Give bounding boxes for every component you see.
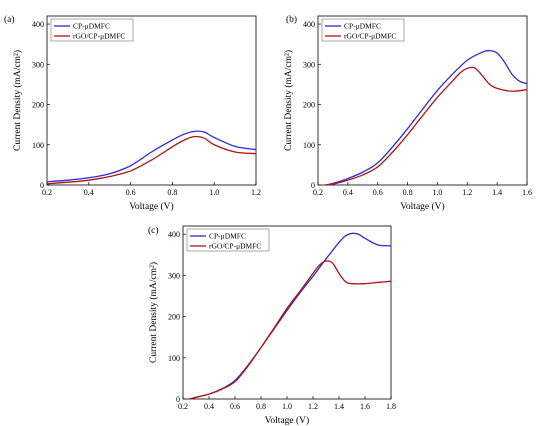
y-tick-label: 300 xyxy=(32,60,44,69)
x-tick-label: 0.4 xyxy=(343,188,353,197)
x-tick-label: 0.8 xyxy=(256,402,266,411)
y-axis-title: Current Density (mA/cm²) xyxy=(12,50,23,151)
x-tick-label: 0.8 xyxy=(403,188,413,197)
x-tick-label: 1.2 xyxy=(462,188,472,197)
y-tick-label: 200 xyxy=(168,313,180,322)
x-tick-label: 1.6 xyxy=(360,402,370,411)
panel-label: (c) xyxy=(148,225,159,236)
plot-frame xyxy=(46,15,257,186)
x-tick-label: 0.6 xyxy=(126,188,136,197)
x-tick-label: 1.0 xyxy=(432,188,442,197)
legend-label: CP-μDMFC xyxy=(209,232,246,241)
x-tick-label: 1.2 xyxy=(251,188,261,197)
plot-frame xyxy=(317,15,528,186)
x-tick-label: 1.8 xyxy=(386,402,396,411)
series-line-cp xyxy=(46,130,257,183)
y-axis-title: Current Density (mA/cm²) xyxy=(148,262,159,363)
y-tick-label: 0 xyxy=(40,181,44,190)
series-line-cp xyxy=(189,232,392,400)
panel-label: (b) xyxy=(286,14,297,25)
x-tick-label: 1.6 xyxy=(522,188,532,197)
legend-label: CP-μDMFC xyxy=(344,22,381,31)
x-tick-label: 0.2 xyxy=(178,402,188,411)
chart-panel-c: (c) 0.2 0.4 0.6 0.8 1.0 1.2 1.4 1.6 1.8 0 100 200 300… xyxy=(148,225,396,426)
chart-panel-a: (a) 0.2 0.4 0.6 0.8 1.0 1.2 0 100 200 300 400 Voltag… xyxy=(4,14,261,212)
y-tick-label: 400 xyxy=(168,230,180,239)
legend xyxy=(186,228,270,252)
legend xyxy=(50,18,134,42)
series-line-rgo-cp xyxy=(46,135,257,185)
y-tick-label: 100 xyxy=(303,141,315,150)
x-tick-label: 0.2 xyxy=(313,188,323,197)
y-tick-label: 400 xyxy=(303,20,315,29)
y-tick-label: 300 xyxy=(168,271,180,280)
y-tick-label: 0 xyxy=(311,181,315,190)
x-axis-title: Voltage (V) xyxy=(400,201,444,212)
x-tick-label: 0.6 xyxy=(230,402,240,411)
x-tick-label: 1.0 xyxy=(209,188,219,197)
legend-label: rGO/CP-μDMFC xyxy=(209,242,261,251)
series-line-rgo-cp xyxy=(189,260,392,400)
x-tick-label: 0.8 xyxy=(167,188,177,197)
y-tick-label: 300 xyxy=(303,60,315,69)
chart-panel-b: (b) 0.2 0.4 0.6 0.8 1.0 1.2 1.4 1.6 0 100 200 300 400… xyxy=(283,14,532,212)
plot-frame xyxy=(182,225,392,400)
panel-label: (a) xyxy=(4,14,15,25)
legend-label: rGO/CP-μDMFC xyxy=(344,32,396,41)
x-tick-label: 1.4 xyxy=(334,402,344,411)
x-axis-title: Voltage (V) xyxy=(265,415,309,426)
y-tick-label: 400 xyxy=(32,20,44,29)
x-tick-label: 0.2 xyxy=(42,188,52,197)
x-tick-label: 1.0 xyxy=(282,402,292,411)
y-tick-label: 100 xyxy=(32,141,44,150)
legend xyxy=(321,18,405,42)
y-tick-label: 100 xyxy=(168,354,180,363)
y-axis-title: Current Density (mA/cm²) xyxy=(283,50,294,151)
legend-label: rGO/CP-μDMFC xyxy=(73,32,125,41)
x-axis-title: Voltage (V) xyxy=(129,201,173,212)
x-tick-label: 0.4 xyxy=(84,188,94,197)
y-tick-label: 200 xyxy=(32,101,44,110)
x-tick-label: 1.4 xyxy=(492,188,502,197)
x-tick-label: 0.6 xyxy=(373,188,383,197)
series-line-rgo-cp xyxy=(325,66,528,186)
x-tick-label: 1.2 xyxy=(308,402,318,411)
y-tick-label: 200 xyxy=(303,101,315,110)
series-line-cp xyxy=(325,49,528,186)
x-tick-label: 0.4 xyxy=(204,402,214,411)
legend-label: CP-μDMFC xyxy=(73,22,110,31)
y-tick-label: 0 xyxy=(176,395,180,404)
